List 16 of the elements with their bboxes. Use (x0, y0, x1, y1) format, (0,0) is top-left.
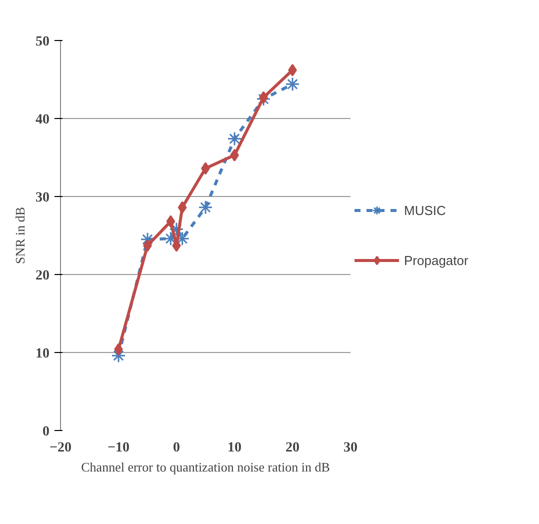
legend-label: Propagator (404, 252, 468, 268)
x-tick-label: 0 (173, 440, 180, 456)
x-tick-label: −10 (108, 440, 130, 456)
y-tick-label: 50 (36, 34, 50, 50)
legend-label: MUSIC (404, 202, 446, 218)
y-tick-label: 10 (36, 346, 50, 362)
y-tick-label: 30 (36, 190, 50, 206)
y-tick-label: 40 (36, 112, 50, 128)
x-tick-label: 20 (286, 440, 300, 456)
x-tick-label: 10 (228, 440, 242, 456)
x-tick-label: −20 (50, 440, 72, 456)
x-axis-title: Channel error to quantization noise ration in dB (81, 460, 330, 474)
y-tick-label: 20 (36, 268, 50, 284)
x-tick-label: 30 (344, 440, 358, 456)
y-tick-label: 0 (42, 424, 50, 440)
y-axis-title: SNR in dB (12, 206, 28, 264)
